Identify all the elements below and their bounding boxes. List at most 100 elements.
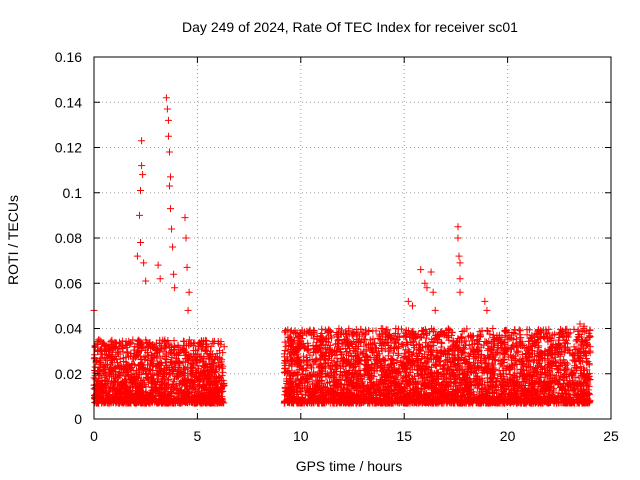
data-point <box>308 364 316 372</box>
data-point <box>184 369 192 377</box>
data-point <box>582 374 590 382</box>
data-point <box>356 395 364 403</box>
data-point <box>219 368 227 376</box>
data-point <box>443 355 451 363</box>
data-point <box>537 398 545 406</box>
data-point <box>539 326 547 334</box>
data-point <box>486 330 494 338</box>
data-point <box>478 350 486 358</box>
data-point <box>358 330 366 338</box>
data-point <box>389 349 397 357</box>
data-point <box>333 362 341 370</box>
data-point <box>419 343 427 351</box>
data-point <box>523 355 531 363</box>
data-point <box>148 357 156 365</box>
data-point <box>108 367 116 375</box>
data-point <box>570 391 578 399</box>
data-point <box>197 340 205 348</box>
data-point <box>556 333 564 341</box>
data-point <box>286 333 294 341</box>
data-point <box>489 367 497 375</box>
data-point <box>349 364 357 372</box>
data-point <box>144 348 152 356</box>
data-point <box>102 382 110 390</box>
data-point <box>347 390 355 398</box>
data-point <box>328 350 336 358</box>
data-point <box>131 372 139 380</box>
data-point <box>316 337 324 345</box>
data-point <box>215 339 223 347</box>
data-point <box>322 334 330 342</box>
data-point <box>185 336 193 344</box>
data-point <box>543 330 551 338</box>
data-point <box>348 332 356 340</box>
data-point <box>197 399 205 407</box>
data-point <box>489 325 497 333</box>
data-point <box>117 386 125 394</box>
data-point <box>99 339 107 347</box>
data-point <box>107 399 115 407</box>
data-point <box>443 382 451 390</box>
data-point <box>345 325 353 333</box>
data-point <box>501 339 509 347</box>
data-point <box>217 385 225 393</box>
data-point <box>332 347 340 355</box>
data-point <box>470 381 478 389</box>
data-point <box>179 337 187 345</box>
data-point <box>155 340 163 348</box>
data-point <box>213 392 221 400</box>
data-point <box>164 383 172 391</box>
data-point <box>306 351 314 359</box>
data-point <box>120 389 128 397</box>
data-point <box>195 345 203 353</box>
data-point <box>586 333 594 341</box>
data-point <box>100 363 108 371</box>
data-point <box>299 371 307 379</box>
data-point <box>164 337 172 345</box>
data-point <box>184 389 192 397</box>
data-point <box>294 388 302 396</box>
data-point <box>202 360 210 368</box>
data-point <box>209 380 217 388</box>
data-point <box>191 391 199 399</box>
data-point <box>95 389 103 397</box>
data-point <box>586 326 594 334</box>
data-point <box>455 351 463 359</box>
data-point <box>295 334 303 342</box>
data-point <box>452 379 460 387</box>
data-point <box>337 376 345 384</box>
data-point <box>290 336 298 344</box>
data-point <box>200 397 208 405</box>
data-point <box>209 359 217 367</box>
data-point <box>331 351 339 359</box>
data-point <box>102 348 110 356</box>
data-point <box>366 336 374 344</box>
data-point <box>281 362 289 370</box>
data-point <box>460 375 468 383</box>
data-point <box>94 348 102 356</box>
data-point <box>465 341 473 349</box>
data-point <box>101 341 109 349</box>
data-point <box>285 334 293 342</box>
data-point <box>146 338 154 346</box>
data-point <box>312 355 320 363</box>
data-point <box>399 342 407 350</box>
data-point <box>562 346 570 354</box>
data-point <box>110 356 118 364</box>
data-point <box>564 330 572 338</box>
data-point <box>126 399 134 407</box>
data-point <box>422 365 430 373</box>
data-point <box>136 377 144 385</box>
data-point <box>427 355 435 363</box>
data-point <box>155 385 163 393</box>
data-point <box>376 376 384 384</box>
data-point <box>510 359 518 367</box>
data-point <box>282 342 290 350</box>
data-point <box>407 395 415 403</box>
data-point <box>192 392 200 400</box>
data-point <box>98 344 106 352</box>
data-point <box>500 397 508 405</box>
data-point <box>91 351 99 359</box>
data-point <box>486 382 494 390</box>
data-point <box>169 380 177 388</box>
